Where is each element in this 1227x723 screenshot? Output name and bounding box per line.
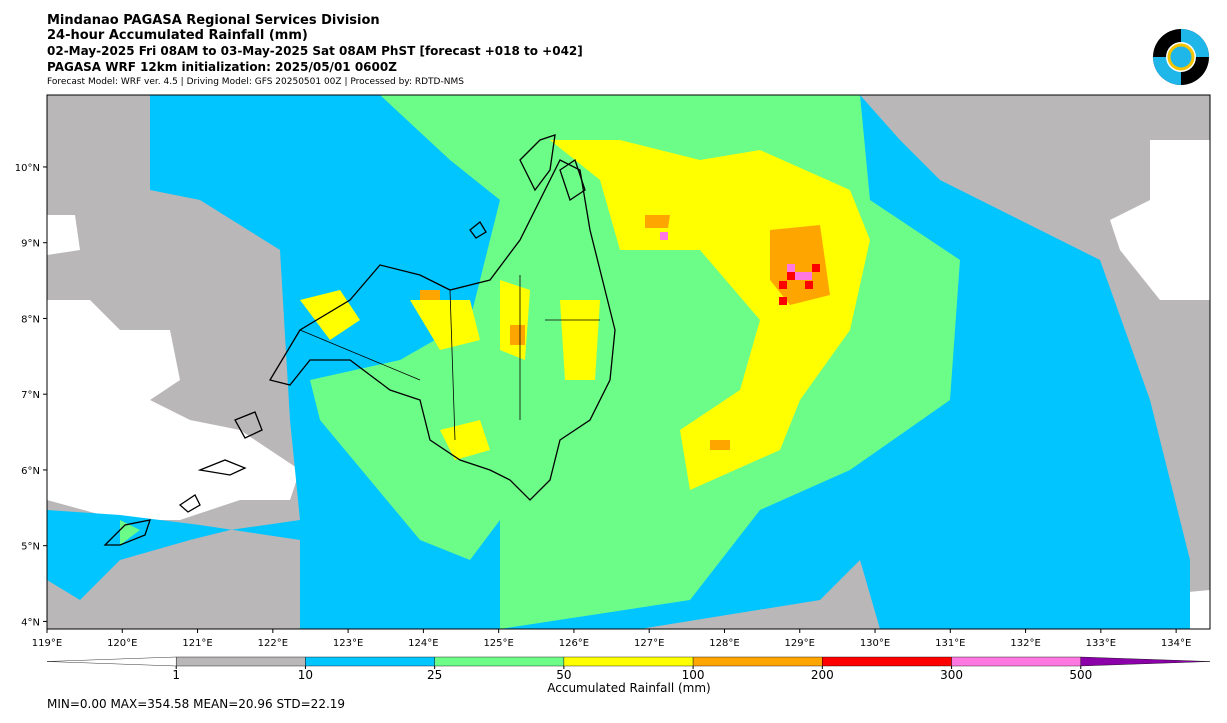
lat-tick-label: 7°N <box>21 390 40 401</box>
colorbar-tick-label: 1 <box>172 668 180 682</box>
rain-field <box>47 95 1210 629</box>
lon-tick-label: 132°E <box>1010 638 1040 649</box>
stats: MIN=0.00 MAX=354.58 MEAN=20.96 STD=22.19 <box>47 697 345 711</box>
lon-tick-label: 126°E <box>559 638 589 649</box>
subtitle: 24-hour Accumulated Rainfall (mm) <box>47 28 308 43</box>
colorbar-tick-label: 50 <box>556 668 571 682</box>
colorbar-tick-label: 500 <box>1069 668 1092 682</box>
colorbar-tick-label: 100 <box>682 668 705 682</box>
lon-tick-label: 123°E <box>333 638 363 649</box>
rain-area <box>660 232 812 280</box>
colorbar-swatch <box>563 656 694 667</box>
model-note: Forecast Model: WRF ver. 4.5 | Driving M… <box>47 77 464 87</box>
lon-tick-label: 133°E <box>1086 638 1116 649</box>
rain-area <box>779 264 820 305</box>
init: PAGASA WRF 12km initialization: 2025/05/… <box>47 60 397 74</box>
lon-tick-label: 120°E <box>107 638 137 649</box>
lon-tick-label: 134°E <box>1161 638 1191 649</box>
colorbar-swatch <box>951 656 1081 667</box>
coastline <box>103 134 616 546</box>
lon-tick-label: 129°E <box>785 638 815 649</box>
colorbar-swatch <box>176 656 306 667</box>
lon-tick-label: 121°E <box>182 638 212 649</box>
colorbar-tick-label: 300 <box>940 668 963 682</box>
colorbar-swatch <box>692 656 823 667</box>
lon-tick-label: 128°E <box>709 638 739 649</box>
lat-tick-label: 8°N <box>21 314 40 325</box>
colorbar-tick-label: 200 <box>811 668 834 682</box>
rain-area <box>300 140 870 490</box>
colorbar-swatch <box>305 656 435 667</box>
colorbar-swatch <box>822 656 952 667</box>
colorbar-swatch <box>1080 656 1211 667</box>
title: Mindanao PAGASA Regional Services Divisi… <box>47 13 380 28</box>
rain-area <box>420 215 830 450</box>
lon-tick-label: 122°E <box>258 638 288 649</box>
lon-tick-label: 130°E <box>860 638 890 649</box>
colorbar-swatch <box>46 656 177 667</box>
lat-tick-label: 9°N <box>21 239 40 250</box>
lat-tick-label: 5°N <box>21 542 40 553</box>
colorbar-tick-label: 10 <box>298 668 313 682</box>
period: 02-May-2025 Fri 08AM to 03-May-2025 Sat … <box>47 44 583 58</box>
lon-tick-label: 124°E <box>408 638 438 649</box>
lon-tick-label: 119°E <box>32 638 62 649</box>
lat-tick-label: 6°N <box>21 466 40 477</box>
colorbar-swatch <box>434 656 565 667</box>
map-frame <box>46 94 1211 630</box>
colorbar-label: Accumulated Rainfall (mm) <box>547 681 710 695</box>
lon-tick-label: 127°E <box>634 638 664 649</box>
lat-tick-label: 4°N <box>21 617 40 628</box>
lon-tick-label: 131°E <box>935 638 965 649</box>
lat-tick-label: 10°N <box>15 163 40 174</box>
logo <box>1153 29 1209 85</box>
lon-tick-label: 125°E <box>483 638 513 649</box>
colorbar-tick-label: 25 <box>427 668 442 682</box>
